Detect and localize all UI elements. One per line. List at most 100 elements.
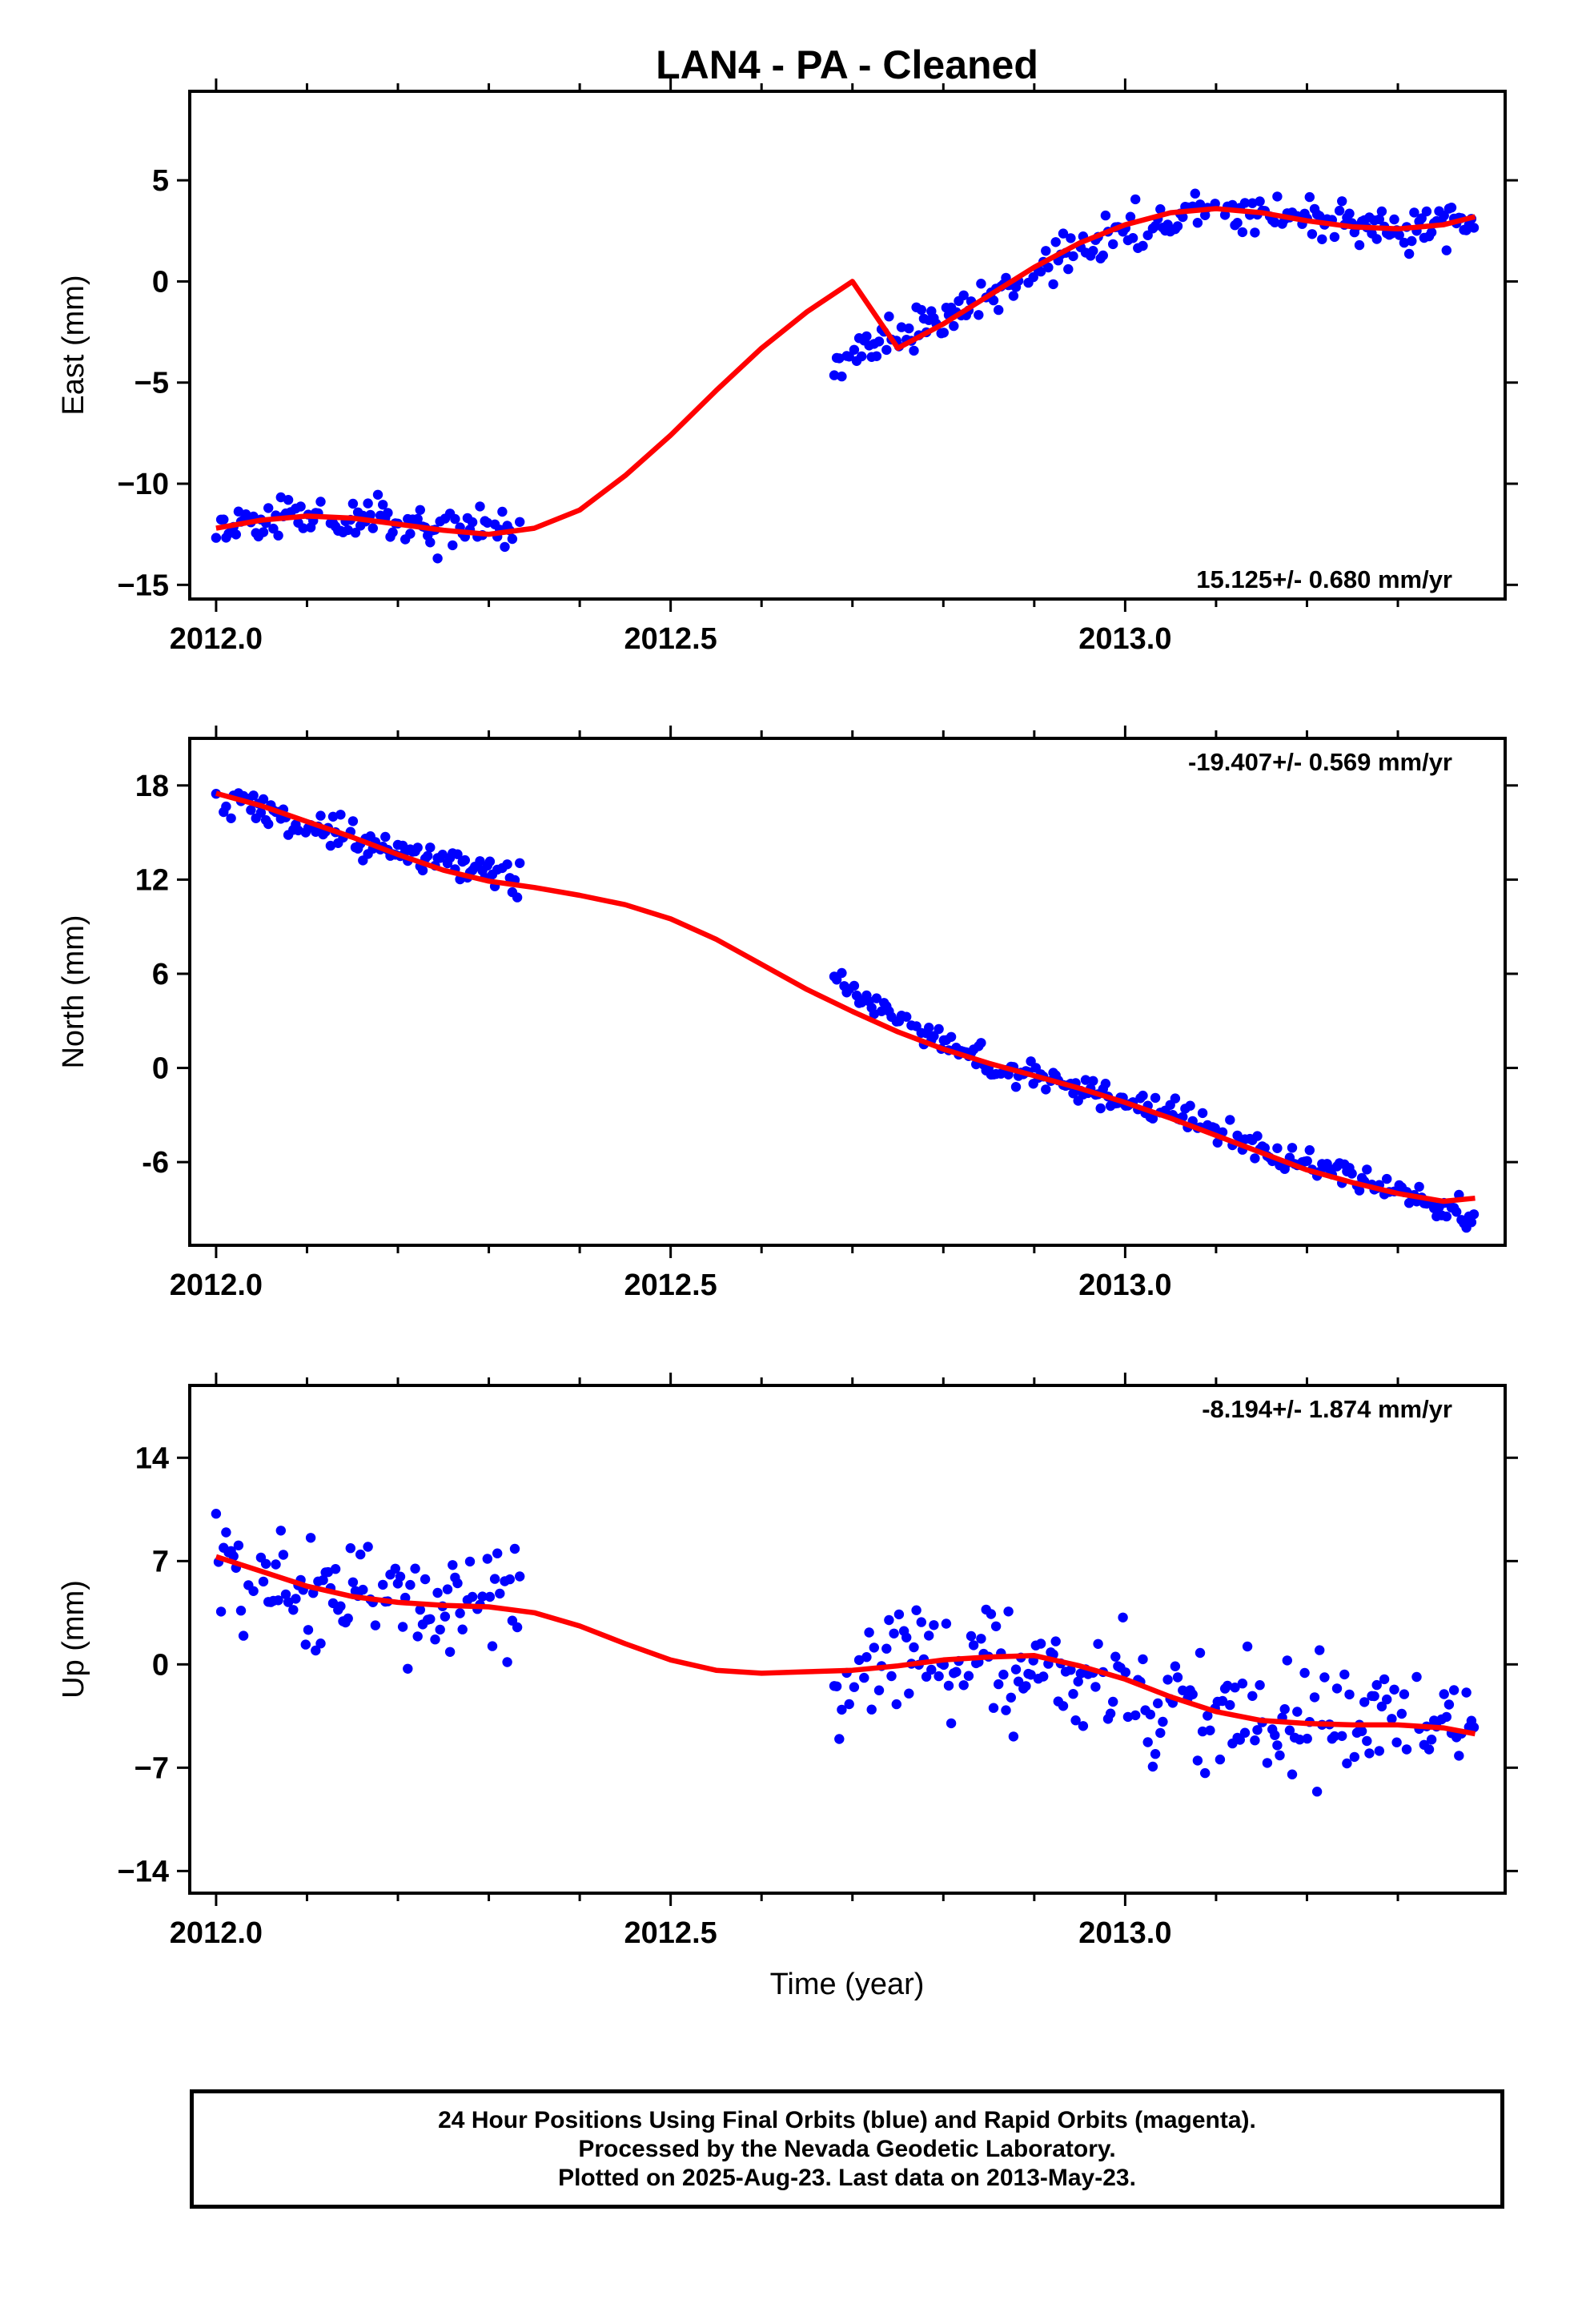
data-point [1315, 211, 1325, 221]
data-point [263, 503, 274, 513]
data-point [1192, 1755, 1203, 1766]
data-point [1376, 206, 1387, 217]
data-point [994, 1679, 1004, 1690]
data-point [509, 1543, 520, 1554]
data-point [442, 1584, 453, 1594]
data-point [1389, 1684, 1399, 1695]
data-point [323, 1566, 333, 1578]
data-point [415, 1604, 425, 1615]
fit-line [215, 790, 1476, 1204]
chart-title: LAN4 - PA - Cleaned [656, 42, 1038, 87]
data-point [1401, 1744, 1412, 1755]
data-point [966, 1630, 977, 1642]
data-point [425, 1614, 436, 1625]
data-point [515, 1571, 525, 1582]
data-point [233, 1540, 244, 1551]
data-point [1003, 1606, 1014, 1617]
data-point [1270, 1730, 1280, 1740]
y-tick-label: 0 [152, 1648, 169, 1682]
x-tick-label: 2012.0 [170, 1916, 263, 1950]
data-point [1145, 1709, 1156, 1720]
data-point [834, 353, 845, 364]
data-point [1235, 1735, 1246, 1745]
data-point [1371, 234, 1382, 244]
data-point [1287, 1143, 1298, 1153]
data-point [504, 1574, 515, 1585]
data-point [941, 1618, 952, 1629]
data-point [1068, 251, 1078, 262]
data-point [1354, 239, 1365, 251]
data-point [1195, 1647, 1206, 1659]
data-point [460, 854, 470, 866]
data-point [904, 323, 914, 334]
data-point [1282, 1655, 1293, 1666]
data-point [1048, 279, 1058, 290]
data-point [1066, 233, 1076, 243]
data-point [857, 351, 867, 362]
data-point [482, 1554, 492, 1564]
data-point [372, 489, 383, 500]
data-point [363, 498, 373, 509]
data-point [1197, 1108, 1208, 1119]
data-point [1441, 245, 1452, 255]
data-point [1302, 1733, 1312, 1744]
data-point [904, 1688, 914, 1699]
data-point [1272, 1740, 1283, 1751]
data-point [448, 1560, 458, 1570]
data-point [1287, 1769, 1298, 1779]
data-point [271, 1559, 281, 1570]
data-point [432, 553, 443, 564]
data-point [837, 1704, 847, 1715]
y-tick-label: 0 [152, 1052, 169, 1086]
data-point [926, 1664, 937, 1675]
caption-line-1: 24 Hour Positions Using Final Orbits (bl… [438, 2106, 1256, 2133]
data-points [211, 1509, 1480, 1797]
data-point [1100, 210, 1111, 221]
data-points [211, 788, 1480, 1233]
up-panel: 2012.0 2012.5 2013.0 14 7 0 −7 −14 Up (mm) -8.194… [57, 1373, 1518, 1950]
y-tick-label: −15 [118, 569, 169, 602]
data-point [1098, 250, 1109, 261]
data-point [300, 1639, 311, 1650]
data-point [968, 1640, 979, 1651]
data-point [1162, 1675, 1173, 1685]
data-point [901, 1011, 912, 1022]
data-point [1237, 1679, 1248, 1689]
data-point [1255, 196, 1265, 207]
data-point [475, 856, 485, 866]
data-point [1272, 1143, 1283, 1154]
data-point [327, 811, 339, 822]
data-point [347, 1577, 359, 1588]
data-point [1073, 1676, 1083, 1687]
data-point [395, 1571, 406, 1582]
data-point [1155, 1727, 1166, 1739]
y-tick-label: −7 [135, 1751, 169, 1785]
data-point [325, 840, 336, 851]
data-point [1421, 206, 1432, 217]
data-point [303, 1625, 314, 1635]
data-point [1063, 263, 1074, 275]
data-point [425, 537, 436, 548]
data-point [1391, 1737, 1402, 1747]
data-point [1138, 240, 1148, 251]
data-point [275, 1526, 286, 1536]
data-point [849, 344, 860, 355]
data-point [1232, 218, 1243, 228]
data-point [1197, 1726, 1208, 1737]
data-point [367, 523, 378, 533]
data-point [507, 533, 518, 545]
data-point [412, 1631, 423, 1642]
data-point [1178, 1685, 1188, 1695]
data-point [405, 1579, 416, 1590]
data-point [482, 517, 492, 528]
data-point [1013, 1676, 1024, 1687]
data-point [455, 1608, 465, 1618]
data-point [916, 304, 927, 316]
data-point [215, 1606, 227, 1617]
data-point [998, 1669, 1009, 1680]
data-point [946, 1031, 957, 1043]
data-point [837, 967, 847, 979]
data-point [1399, 237, 1410, 248]
data-point [1423, 1744, 1435, 1755]
y-tick-label: 7 [152, 1545, 169, 1578]
